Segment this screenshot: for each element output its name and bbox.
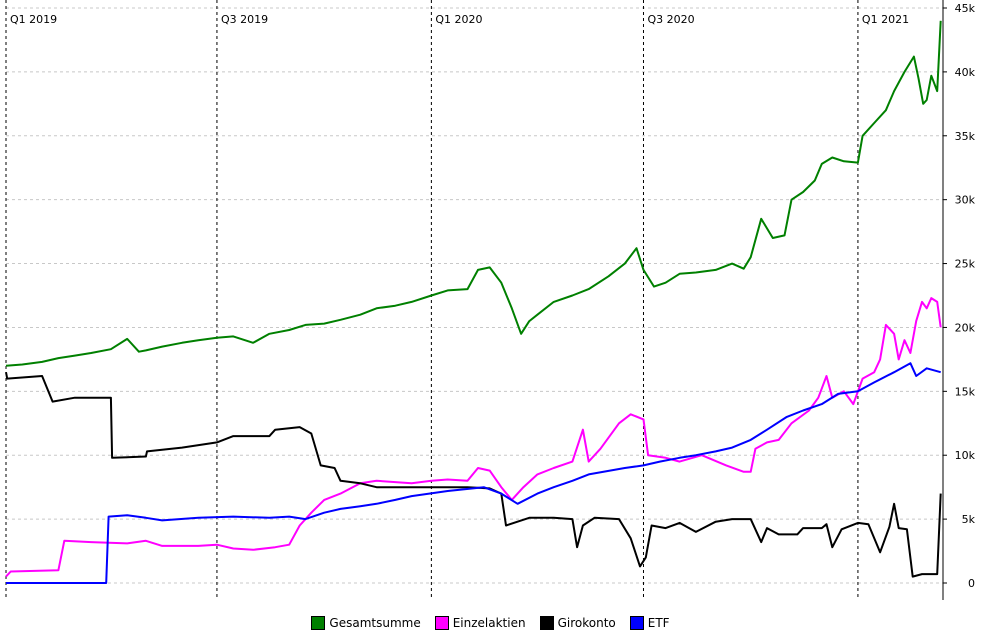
series-lines <box>5 20 942 584</box>
x-tick-label: Q1 2021 <box>862 13 909 26</box>
legend-swatch <box>311 616 326 630</box>
x-tick-labels: Q1 2019 Q3 2019 Q1 2020 Q3 2020 Q1 2021 <box>10 13 909 26</box>
legend-item: Gesamtsumme <box>311 616 421 630</box>
legend-swatch <box>434 616 449 630</box>
x-tick-label: Q3 2019 <box>221 13 268 26</box>
series-line-etf <box>6 362 941 584</box>
x-tick-label: Q3 2020 <box>647 13 694 26</box>
x-tick-label: Q1 2020 <box>435 13 482 26</box>
legend: Gesamtsumme Einzelaktien Girokonto ETF <box>0 616 981 630</box>
series-line-einzelaktien <box>5 297 942 578</box>
y-tick-labels: 0 5k 10k 15k 20k 25k 30k 35k 40k 45k <box>943 2 976 590</box>
legend-swatch <box>539 616 554 630</box>
x-gridlines <box>5 0 859 600</box>
y-tick-label: 30k <box>955 194 976 207</box>
y-tick-label: 15k <box>955 385 976 398</box>
series-line-gesamtsumme <box>5 20 942 367</box>
legend-label: Gesamtsumme <box>329 616 421 630</box>
y-tick-label: 40k <box>955 66 976 79</box>
y-tick-label: 45k <box>955 2 976 15</box>
y-tick-label: 5k <box>962 513 976 526</box>
y-tick-label: 20k <box>955 321 976 334</box>
legend-item: Girokonto <box>539 616 616 630</box>
series-line-girokonto <box>5 372 942 578</box>
legend-item: Einzelaktien <box>434 616 526 630</box>
y-gridlines <box>6 7 943 584</box>
y-tick-label: 10k <box>955 449 976 462</box>
legend-item: ETF <box>629 616 670 630</box>
y-tick-label: 35k <box>955 130 976 143</box>
x-tick-label: Q1 2019 <box>10 13 57 26</box>
legend-swatch <box>629 616 644 630</box>
y-tick-label: 25k <box>955 258 976 271</box>
legend-label: ETF <box>647 616 670 630</box>
y-tick-label: 0 <box>968 577 975 590</box>
legend-label: Einzelaktien <box>452 616 526 630</box>
legend-label: Girokonto <box>557 616 616 630</box>
